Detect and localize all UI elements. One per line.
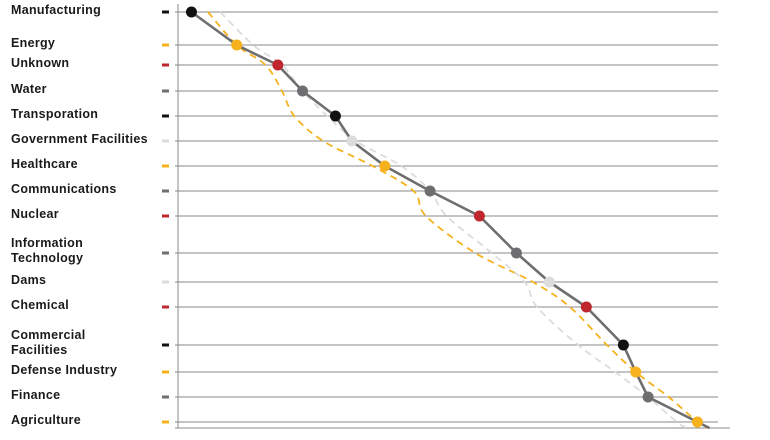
data-point-commercial-facilities bbox=[617, 339, 629, 351]
data-point-water bbox=[297, 85, 309, 97]
data-point-defense-industry bbox=[630, 366, 642, 378]
category-label-healthcare: Healthcare bbox=[11, 157, 78, 171]
category-swatch bbox=[162, 280, 169, 284]
category-swatch bbox=[162, 89, 169, 93]
category-swatch bbox=[162, 114, 169, 118]
category-label-agriculture: Agriculture bbox=[11, 413, 81, 427]
category-swatch bbox=[162, 189, 169, 193]
category-label-chemical: Chemical bbox=[11, 298, 69, 312]
category-label-transporation: Transporation bbox=[11, 107, 99, 121]
data-point-finance bbox=[642, 391, 654, 403]
series-line-dashed-1 bbox=[207, 11, 708, 429]
data-point-transporation bbox=[329, 110, 341, 122]
data-point-dams bbox=[543, 276, 555, 288]
category-label-defense-industry: Defense Industry bbox=[11, 363, 118, 377]
category-swatch bbox=[162, 63, 169, 67]
category-label-nuclear: Nuclear bbox=[11, 207, 59, 221]
data-point-information-technology bbox=[510, 247, 522, 259]
category-swatch bbox=[162, 139, 169, 143]
category-swatch bbox=[162, 214, 169, 218]
data-point-communications bbox=[424, 185, 436, 197]
category-swatch bbox=[162, 164, 169, 168]
data-point-healthcare bbox=[379, 160, 391, 172]
category-label-finance: Finance bbox=[11, 388, 61, 402]
category-label-energy: Energy bbox=[11, 36, 56, 50]
category-swatch bbox=[162, 370, 169, 374]
category-label-water: Water bbox=[11, 82, 47, 96]
category-label-government-facilities: Government Facilities bbox=[11, 132, 148, 146]
data-point-nuclear bbox=[473, 210, 485, 222]
category-label-information-technology: Information Technology bbox=[11, 236, 84, 265]
category-label-manufacturing: Manufacturing bbox=[11, 3, 102, 17]
data-point-government-facilities bbox=[346, 135, 358, 147]
series-line-dashed-2 bbox=[219, 11, 688, 429]
category-swatch bbox=[162, 420, 169, 424]
data-point-energy bbox=[231, 39, 243, 51]
category-swatch bbox=[162, 305, 169, 309]
category-swatch bbox=[162, 251, 169, 255]
category-swatch bbox=[162, 43, 169, 47]
data-point-manufacturing bbox=[185, 6, 197, 18]
data-point-unknown bbox=[272, 59, 284, 71]
category-label-commercial-facilities: Commercial Facilities bbox=[11, 328, 86, 357]
data-point-chemical bbox=[580, 301, 592, 313]
category-swatch bbox=[162, 343, 169, 347]
category-swatch bbox=[162, 395, 169, 399]
category-label-unknown: Unknown bbox=[11, 56, 70, 70]
data-point-agriculture bbox=[691, 416, 703, 428]
category-swatch bbox=[162, 10, 169, 14]
category-label-dams: Dams bbox=[11, 273, 47, 287]
category-label-communications: Communications bbox=[11, 182, 117, 196]
